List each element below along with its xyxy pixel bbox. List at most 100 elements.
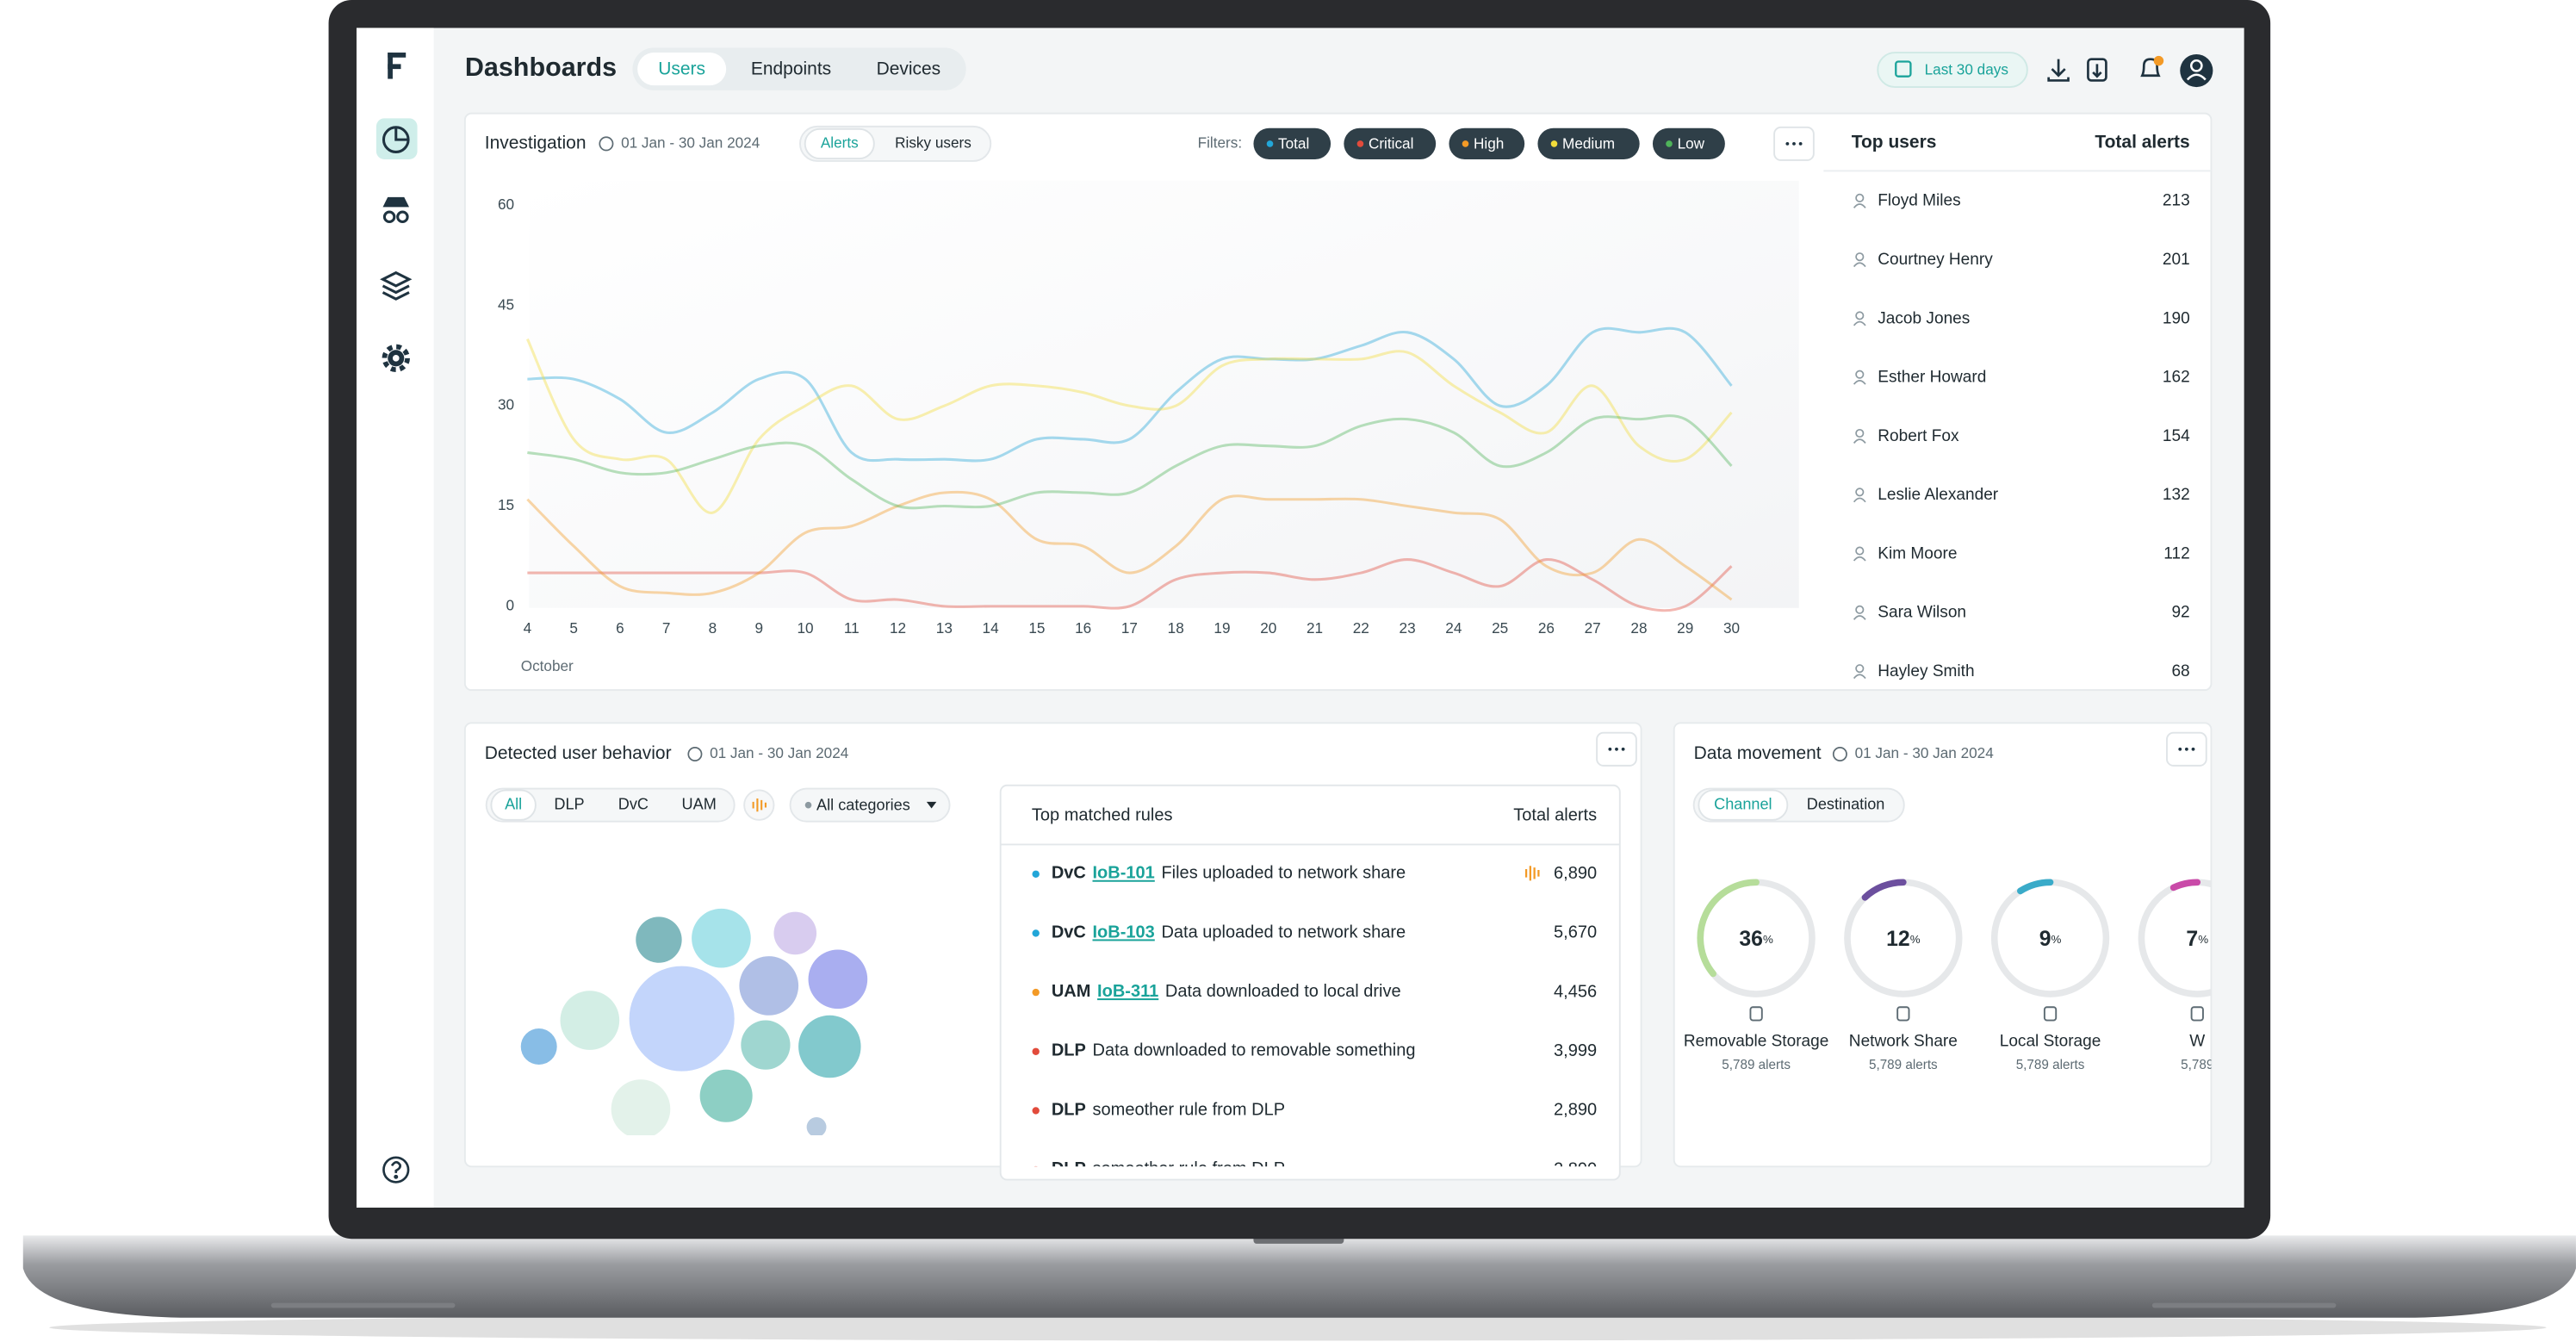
more-button[interactable]: [1773, 126, 1815, 161]
filter-chip[interactable]: Low: [1652, 127, 1725, 160]
rule: DvC IoB-103 Data uploaded to network share: [1052, 923, 1406, 942]
filter-chip[interactable]: Total: [1253, 127, 1331, 160]
rule: UAM IoB-311 Data downloaded to local drive: [1052, 982, 1401, 1001]
date-picker[interactable]: [1877, 52, 2028, 89]
active-tab: [804, 127, 875, 160]
tab[interactable]: DvC: [618, 795, 649, 812]
x-tick-label: 8: [709, 619, 717, 637]
chip-label[interactable]: Critical: [1369, 134, 1413, 152]
alert-count: 4,456: [1554, 982, 1597, 1001]
alert-count: 154: [2163, 427, 2190, 445]
channel-icon: [2043, 1006, 2058, 1022]
column-header: Top matched rules: [1032, 805, 1173, 824]
filter-chip[interactable]: Medium: [1537, 127, 1640, 160]
nav-layers[interactable]: [380, 270, 413, 301]
alert-count: 68: [2171, 662, 2189, 680]
status-dot: [1032, 1107, 1040, 1115]
status-dot: [1032, 1047, 1040, 1055]
unit: %: [1763, 933, 1773, 946]
rule-text: Data downloaded to local drive: [1165, 982, 1401, 1001]
rule-id: IoB-103: [1093, 923, 1155, 942]
info-icon: [687, 747, 703, 762]
column-header: Top users: [1852, 132, 1937, 152]
category-dropdown[interactable]: All categories: [789, 787, 951, 823]
user-icon: [1853, 262, 1866, 268]
user-name[interactable]: Hayley Smith: [1878, 662, 1974, 680]
tab[interactable]: UAM: [682, 795, 717, 812]
user-name[interactable]: Jacob Jones: [1878, 309, 1970, 327]
more-button[interactable]: [1596, 731, 1637, 767]
user-name[interactable]: Robert Fox: [1878, 427, 1959, 445]
user-name[interactable]: Floyd Miles: [1878, 192, 1960, 210]
tab[interactable]: Channel: [1714, 795, 1772, 812]
dot: [1615, 747, 1618, 751]
active-tab: [490, 789, 537, 821]
dot: [1621, 747, 1625, 751]
sound-filter[interactable]: [743, 789, 775, 821]
tab[interactable]: DLP: [554, 795, 584, 812]
export-button[interactable]: [2087, 58, 2107, 82]
rule-id: IoB-311: [1097, 982, 1158, 1001]
tab[interactable]: All: [505, 795, 522, 812]
user-icon: [1855, 605, 1865, 614]
bubble: [808, 949, 868, 1010]
filters-label: Filters:: [1198, 134, 1242, 151]
user-name[interactable]: Esther Howard: [1878, 369, 1986, 387]
series-line: [527, 326, 1733, 463]
user-name[interactable]: Kim Moore: [1878, 544, 1957, 562]
chip-label[interactable]: High: [1474, 134, 1504, 152]
date-range[interactable]: Last 30 days: [1925, 61, 2008, 78]
download-button[interactable]: [2047, 59, 2070, 82]
tab-bar: [485, 787, 736, 823]
chip-label[interactable]: Medium: [1562, 134, 1615, 152]
series-line: [525, 338, 1733, 514]
user-icon: [1855, 193, 1865, 202]
tab[interactable]: Users: [658, 59, 705, 79]
dropdown-bg: [789, 787, 951, 823]
bubble: [773, 911, 817, 955]
tab[interactable]: Alerts: [821, 134, 859, 151]
chip-dot: [1550, 140, 1558, 147]
bubble-chart: [520, 908, 868, 1136]
filter-chip[interactable]: Critical: [1344, 127, 1437, 160]
x-tick-label: 17: [1121, 619, 1138, 637]
bubble: [636, 916, 682, 963]
filter-chip[interactable]: High: [1449, 127, 1525, 160]
dot: [2191, 747, 2195, 751]
icon-pie: [382, 126, 410, 153]
date: 01 Jan - 30 Jan 2024: [621, 134, 760, 151]
active-tab: [637, 53, 727, 86]
alert-count: 162: [2163, 369, 2190, 387]
dropdown-label[interactable]: All categories: [816, 796, 910, 813]
more-button[interactable]: [2166, 731, 2207, 767]
chip-label[interactable]: Total: [1278, 134, 1309, 152]
user-name[interactable]: Courtney Henry: [1878, 251, 1993, 269]
user-icon: [1853, 380, 1866, 385]
rule-id: IoB-101: [1093, 864, 1155, 883]
panel-title: Detected user behavior: [485, 743, 672, 763]
gauge-arc: [2169, 879, 2201, 892]
channel-label: W: [2189, 1032, 2205, 1050]
rule-text: someother rule from DLP: [1093, 1101, 1286, 1120]
nav-settings[interactable]: [382, 344, 410, 373]
y-tick-label: 45: [498, 295, 514, 313]
alert-count: 3,999: [1554, 1041, 1597, 1060]
tab[interactable]: Devices: [877, 59, 941, 79]
tab[interactable]: Destination: [1807, 795, 1885, 812]
chip-dot: [1356, 140, 1364, 147]
vent: [2151, 1302, 2337, 1308]
user-name[interactable]: Sara Wilson: [1878, 604, 1966, 622]
gauge-value: 7%: [2186, 928, 2208, 951]
user-icon: [1853, 556, 1866, 562]
tab[interactable]: Risky users: [895, 134, 971, 151]
chip-label[interactable]: Low: [1678, 134, 1705, 152]
nav-spy[interactable]: [382, 196, 410, 224]
avatar[interactable]: [2180, 53, 2213, 88]
tab[interactable]: Endpoints: [751, 59, 831, 79]
user-name[interactable]: Leslie Alexander: [1878, 486, 1999, 504]
notifications[interactable]: [2140, 55, 2164, 78]
gauge-value: 12%: [1886, 928, 1921, 951]
rule-category: DLP: [1052, 1159, 1086, 1178]
channel-alerts: 5,789: [2181, 1058, 2213, 1072]
nav-help[interactable]: [382, 1156, 410, 1184]
